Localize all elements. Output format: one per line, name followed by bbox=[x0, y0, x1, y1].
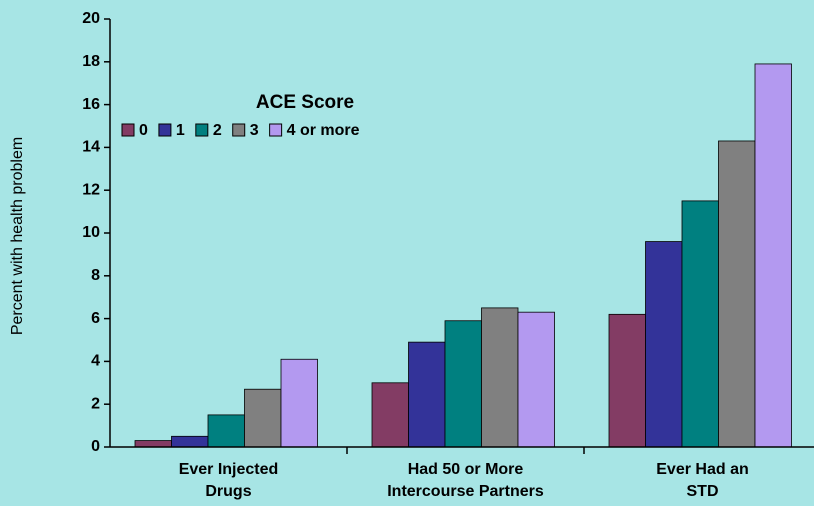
bar bbox=[481, 307, 519, 448]
y-tick-label: 20 bbox=[82, 10, 100, 27]
bar bbox=[645, 241, 683, 448]
bar bbox=[444, 320, 482, 448]
y-tick-label: 4 bbox=[91, 353, 100, 370]
legend-swatch bbox=[232, 123, 246, 137]
bar bbox=[681, 200, 719, 448]
bar bbox=[718, 140, 756, 448]
bar bbox=[244, 388, 282, 448]
y-axis-label: Percent with health problem bbox=[9, 137, 26, 335]
legend-title: ACE Score bbox=[256, 92, 354, 113]
y-tick-label: 10 bbox=[82, 224, 100, 241]
x-tick-label: Drugs bbox=[205, 483, 251, 500]
y-tick-label: 16 bbox=[82, 96, 100, 113]
legend-label: 3 bbox=[250, 122, 259, 139]
bar bbox=[134, 440, 172, 448]
bar bbox=[371, 382, 409, 448]
legend-swatch bbox=[269, 123, 283, 137]
bar bbox=[754, 63, 792, 448]
legend-label: 1 bbox=[176, 122, 185, 139]
x-tick-label: Had 50 or More bbox=[408, 461, 524, 478]
y-tick-label: 12 bbox=[82, 181, 100, 198]
x-tick-label: Ever Had an bbox=[656, 461, 748, 478]
legend-label: 2 bbox=[213, 122, 222, 139]
y-tick-label: 6 bbox=[91, 310, 100, 327]
y-tick-label: 18 bbox=[82, 53, 100, 70]
bar bbox=[280, 358, 318, 448]
y-tick-label: 2 bbox=[91, 395, 100, 412]
x-tick-label: STD bbox=[687, 483, 719, 500]
bar bbox=[171, 435, 209, 448]
legend-swatch bbox=[195, 123, 209, 137]
bar bbox=[517, 311, 555, 448]
bar bbox=[207, 414, 245, 448]
y-tick-label: 8 bbox=[91, 267, 100, 284]
legend-label: 0 bbox=[139, 122, 148, 139]
y-tick-label: 0 bbox=[91, 438, 100, 455]
legend-label: 4 or more bbox=[287, 122, 360, 139]
legend-swatch bbox=[158, 123, 172, 137]
y-tick-label: 14 bbox=[82, 139, 100, 156]
x-tick-label: Intercourse Partners bbox=[387, 483, 544, 500]
x-tick-label: Ever Injected bbox=[179, 461, 279, 478]
bar bbox=[608, 313, 646, 448]
bar bbox=[408, 341, 446, 448]
legend-swatch bbox=[121, 123, 135, 137]
